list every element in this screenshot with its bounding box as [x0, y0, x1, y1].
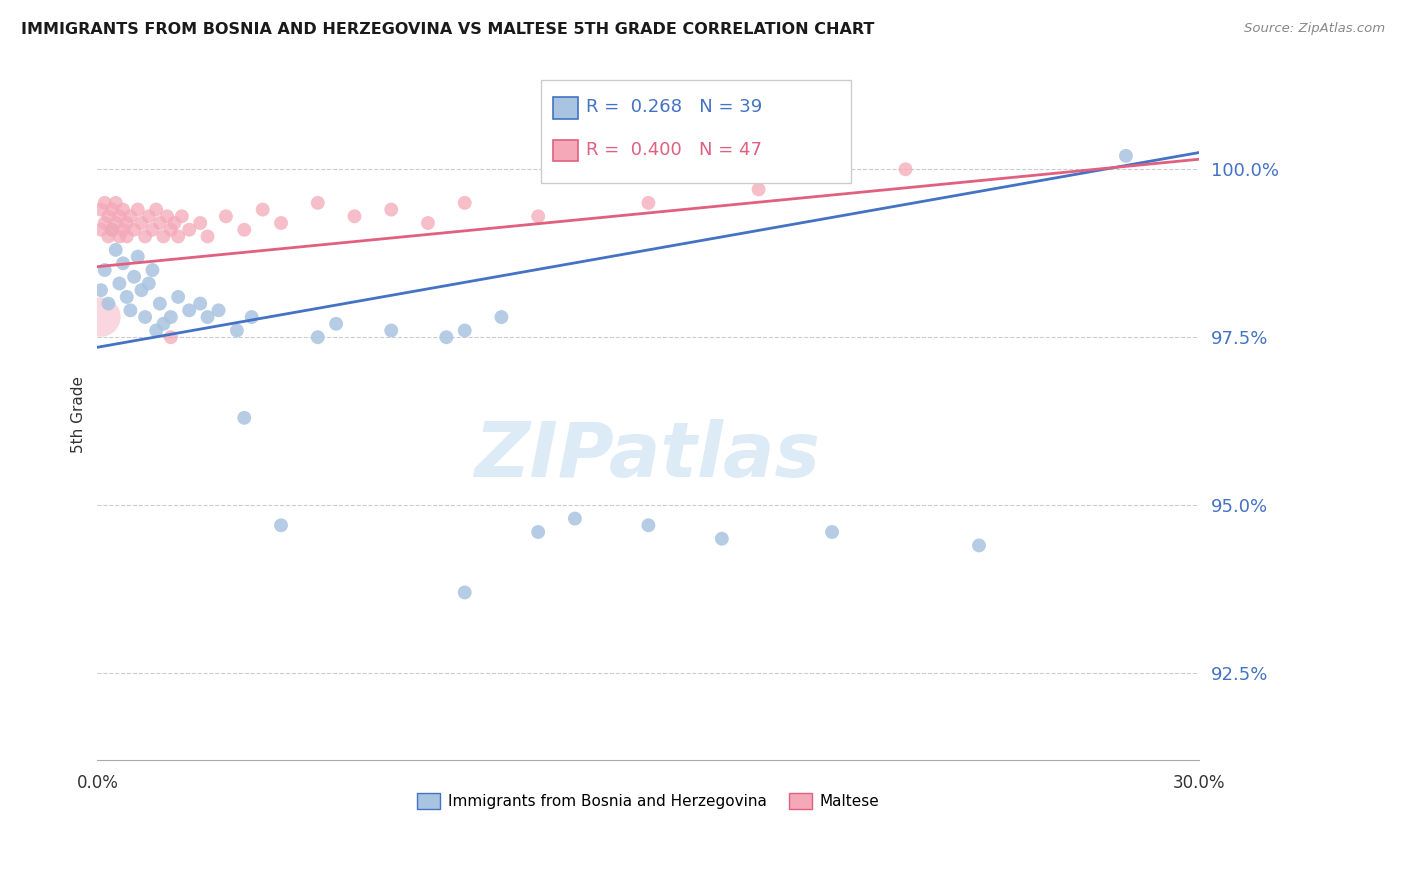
- Point: [188, 216, 211, 230]
- Point: [141, 263, 163, 277]
- Point: [380, 324, 402, 338]
- Point: [159, 310, 181, 324]
- Point: [120, 303, 142, 318]
- Point: [564, 511, 586, 525]
- Point: [967, 538, 990, 552]
- Point: [325, 317, 347, 331]
- Point: [145, 202, 167, 217]
- Point: [97, 209, 120, 223]
- Point: [115, 290, 138, 304]
- Point: [207, 303, 229, 318]
- Point: [112, 202, 135, 217]
- Point: [270, 216, 292, 230]
- Point: [112, 256, 135, 270]
- Point: [104, 216, 127, 230]
- Point: [434, 330, 457, 344]
- Point: [104, 243, 127, 257]
- Point: [149, 216, 172, 230]
- Point: [101, 223, 124, 237]
- Point: [637, 518, 659, 533]
- Point: [179, 223, 201, 237]
- Point: [108, 209, 131, 223]
- Point: [454, 195, 477, 210]
- Point: [167, 290, 190, 304]
- Point: [307, 195, 329, 210]
- Point: [416, 216, 439, 230]
- Point: [108, 229, 131, 244]
- Point: [145, 324, 167, 338]
- Point: [138, 277, 160, 291]
- Point: [170, 209, 193, 223]
- Point: [233, 223, 256, 237]
- Point: [120, 209, 142, 223]
- Text: R =  0.268   N = 39: R = 0.268 N = 39: [586, 98, 762, 116]
- Point: [240, 310, 263, 324]
- Point: [179, 303, 201, 318]
- Text: ZIPatlas: ZIPatlas: [475, 419, 821, 493]
- Point: [252, 202, 274, 217]
- Point: [1115, 149, 1137, 163]
- Point: [491, 310, 513, 324]
- Point: [149, 296, 172, 310]
- Point: [101, 202, 124, 217]
- Point: [270, 518, 292, 533]
- Point: [90, 223, 112, 237]
- Point: [454, 324, 477, 338]
- Point: [134, 229, 156, 244]
- Point: [748, 182, 770, 196]
- Point: [527, 209, 550, 223]
- Point: [112, 223, 135, 237]
- Point: [215, 209, 238, 223]
- Point: [141, 223, 163, 237]
- Point: [131, 216, 153, 230]
- Point: [115, 229, 138, 244]
- Point: [163, 216, 186, 230]
- Point: [159, 223, 181, 237]
- Text: R =  0.400   N = 47: R = 0.400 N = 47: [586, 141, 762, 159]
- Point: [115, 216, 138, 230]
- Point: [97, 229, 120, 244]
- Point: [138, 209, 160, 223]
- Point: [380, 202, 402, 217]
- Point: [122, 269, 145, 284]
- Point: [127, 250, 149, 264]
- Point: [122, 223, 145, 237]
- Text: Source: ZipAtlas.com: Source: ZipAtlas.com: [1244, 22, 1385, 36]
- Point: [307, 330, 329, 344]
- Point: [188, 296, 211, 310]
- Point: [233, 410, 256, 425]
- Point: [90, 310, 112, 324]
- Y-axis label: 5th Grade: 5th Grade: [72, 376, 86, 453]
- Point: [710, 532, 733, 546]
- Point: [527, 524, 550, 539]
- Point: [90, 202, 112, 217]
- Point: [159, 330, 181, 344]
- Point: [821, 524, 844, 539]
- Point: [93, 216, 115, 230]
- Text: IMMIGRANTS FROM BOSNIA AND HERZEGOVINA VS MALTESE 5TH GRADE CORRELATION CHART: IMMIGRANTS FROM BOSNIA AND HERZEGOVINA V…: [21, 22, 875, 37]
- Point: [197, 229, 219, 244]
- Point: [637, 195, 659, 210]
- Point: [93, 263, 115, 277]
- Point: [127, 202, 149, 217]
- Point: [152, 229, 174, 244]
- Point: [454, 585, 477, 599]
- Point: [93, 195, 115, 210]
- Point: [108, 277, 131, 291]
- Point: [152, 317, 174, 331]
- Point: [131, 283, 153, 297]
- Point: [167, 229, 190, 244]
- Point: [90, 283, 112, 297]
- Legend: Immigrants from Bosnia and Herzegovina, Maltese: Immigrants from Bosnia and Herzegovina, …: [411, 787, 886, 815]
- Point: [101, 223, 124, 237]
- Point: [156, 209, 179, 223]
- Point: [134, 310, 156, 324]
- Point: [343, 209, 366, 223]
- Point: [104, 195, 127, 210]
- Point: [226, 324, 249, 338]
- Point: [97, 296, 120, 310]
- Point: [894, 162, 917, 177]
- Point: [197, 310, 219, 324]
